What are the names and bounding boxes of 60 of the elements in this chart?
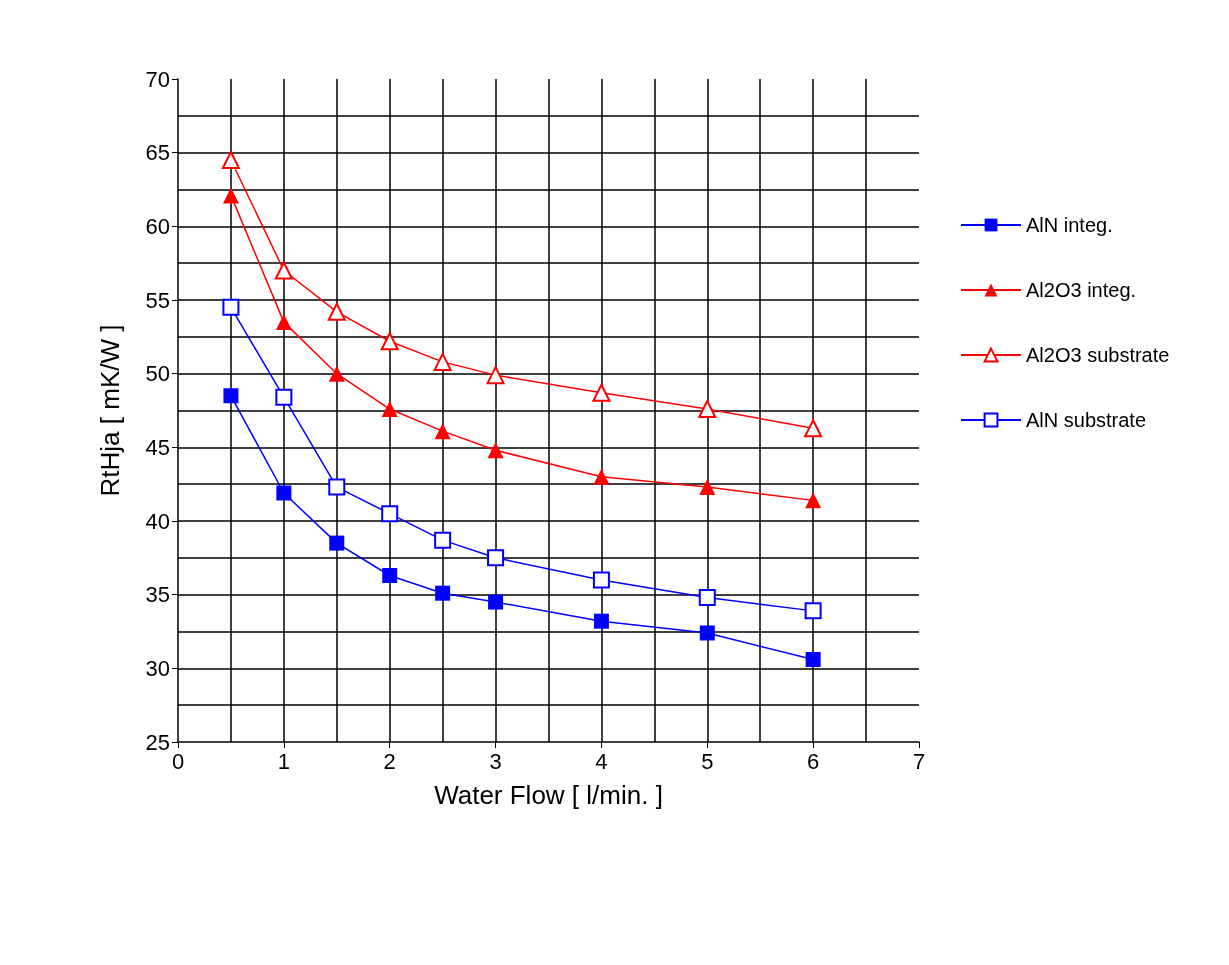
point [329,535,345,551]
point [698,400,717,419]
point [381,505,399,523]
y-tick-label: 30 [145,655,170,681]
point [488,594,504,610]
point [223,388,239,404]
point [593,613,609,629]
point [327,302,346,321]
x-tick-label: 7 [912,748,926,774]
point [328,478,346,496]
point [805,651,821,667]
point [804,602,822,620]
y-axis-title: RtHja [ mK/W ] [95,324,125,497]
point [593,468,610,485]
legend-label: Al2O3 substrate [1026,344,1170,366]
legend-label: AlN substrate [1026,409,1147,431]
point [434,531,452,549]
point [433,352,452,371]
x-tick-label: 5 [701,748,714,774]
point [592,571,610,589]
point [382,568,398,584]
point [434,423,451,440]
point [328,365,345,382]
point [275,388,293,406]
point [380,332,399,351]
point [487,442,504,459]
point [487,549,505,567]
point [275,314,292,331]
x-tick-label: 3 [489,748,502,774]
x-tick-label: 1 [277,748,290,774]
point [698,589,716,607]
point [699,625,715,641]
x-tick-label: 6 [807,748,820,774]
y-tick-label: 65 [145,140,170,166]
x-tick-label: 4 [595,748,608,774]
point [804,419,823,438]
point [435,585,451,601]
point [381,401,398,418]
point [222,298,240,316]
point [592,383,611,402]
y-tick-label: 60 [145,213,170,239]
point [274,261,293,280]
y-tick-label: 50 [145,361,170,387]
y-tick-label: 70 [145,66,170,92]
point [699,479,716,496]
legend-label: Al2O3 integ. [1026,279,1137,301]
y-tick-label: 40 [145,508,170,534]
y-tick-label: 45 [145,434,170,460]
legend-label: AlN integ. [1026,214,1113,236]
point [222,187,239,204]
y-tick-label: 35 [145,582,170,608]
point [486,366,505,385]
x-tick-label: 2 [383,748,396,774]
point [221,151,240,170]
x-tick-label: 0 [171,748,185,774]
x-axis-title: Water Flow [ l/min. ] [434,780,663,810]
point [276,485,292,501]
y-tick-label: 25 [145,729,170,755]
point [805,492,822,509]
y-tick-label: 55 [145,287,170,313]
